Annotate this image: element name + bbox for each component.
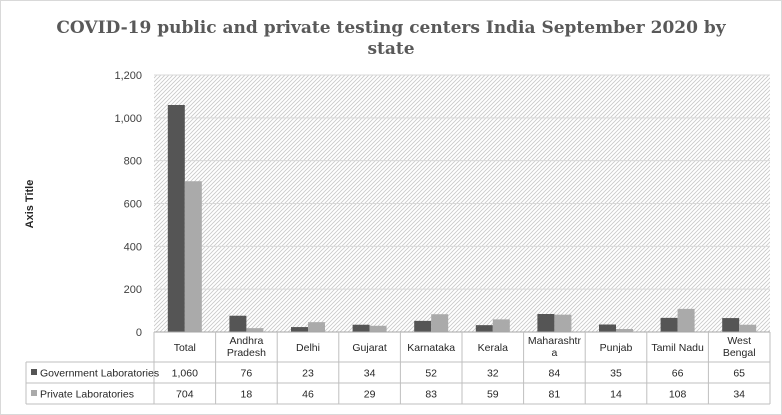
bar-private: [184, 181, 202, 332]
bar-government: [167, 104, 185, 332]
x-tick-label: Kerala: [478, 342, 509, 354]
legend-entry: Government Laboratories: [40, 368, 159, 380]
chart-title-line: COVID-19 public and private testing cent…: [56, 18, 726, 38]
bar-private: [492, 319, 510, 332]
bar-government: [352, 324, 370, 332]
bar-government: [291, 327, 308, 332]
x-tick-label: Gujarat: [352, 342, 387, 354]
bar-government: [537, 314, 555, 332]
x-tick-label: Total: [174, 342, 196, 354]
bar-government: [722, 318, 740, 332]
legend-entry: Private Laboratories: [40, 389, 134, 401]
y-tick-label: 800: [124, 156, 142, 168]
y-axis-ticks: 0 200 400 600 800 1,000 1,200: [114, 70, 142, 339]
x-tick-label: Maharashtr: [528, 335, 582, 347]
x-tick-label: Karnataka: [407, 342, 455, 354]
data-label: 23: [302, 368, 314, 380]
bar-private: [677, 308, 695, 332]
y-tick-label: 1,000: [114, 113, 142, 125]
x-tick-label: West: [727, 335, 751, 347]
bar-government: [599, 324, 616, 332]
data-label: 52: [425, 368, 437, 380]
y-tick-label: 200: [124, 284, 142, 296]
bars: [167, 104, 757, 332]
bar-private: [616, 329, 633, 332]
x-tick-label: Andhra: [229, 335, 263, 347]
y-tick-label: 1,200: [114, 70, 142, 82]
x-tick-label: Tamil Nadu: [651, 342, 704, 354]
data-label: 66: [672, 368, 684, 380]
data-label: 14: [610, 389, 622, 401]
data-label: 35: [610, 368, 622, 380]
data-label: 34: [364, 368, 376, 380]
data-label: 46: [302, 389, 314, 401]
bar-government: [229, 315, 247, 332]
bar-private: [431, 314, 449, 332]
bar-government: [414, 320, 432, 332]
data-label: 84: [549, 368, 561, 380]
y-tick-label: 600: [124, 199, 142, 211]
data-label: 83: [425, 389, 437, 401]
data-label: 32: [487, 368, 499, 380]
data-label: 34: [733, 389, 745, 401]
x-tick-label: a: [551, 347, 557, 359]
legend-swatch: [31, 369, 37, 375]
data-label: 108: [669, 389, 687, 401]
bar-government: [660, 317, 678, 332]
bar-private: [739, 324, 757, 332]
bar-government: [475, 325, 493, 332]
y-axis-title: Axis Title: [24, 180, 36, 229]
y-tick-label: 400: [124, 241, 142, 253]
x-tick-label: Delhi: [296, 342, 320, 354]
x-tick-label: Pradesh: [227, 347, 266, 359]
legend-swatch: [31, 390, 37, 396]
y-tick-label: 0: [136, 327, 142, 339]
data-label: 65: [733, 368, 745, 380]
chart-title-line: state: [367, 39, 414, 59]
data-label: 18: [241, 389, 253, 401]
data-label: 81: [549, 389, 561, 401]
bar-private: [554, 314, 572, 332]
data-label: 704: [176, 389, 194, 401]
data-label: 1,060: [172, 368, 198, 380]
data-label: 76: [241, 368, 253, 380]
bar-private: [369, 325, 387, 332]
x-tick-label: Punjab: [600, 342, 633, 354]
chart-title: COVID-19 public and private testing cent…: [56, 18, 726, 59]
data-label: 59: [487, 389, 499, 401]
bar-private: [246, 328, 264, 332]
bar-private: [308, 322, 325, 332]
data-label: 29: [364, 389, 376, 401]
x-tick-label: Bengal: [723, 347, 756, 359]
